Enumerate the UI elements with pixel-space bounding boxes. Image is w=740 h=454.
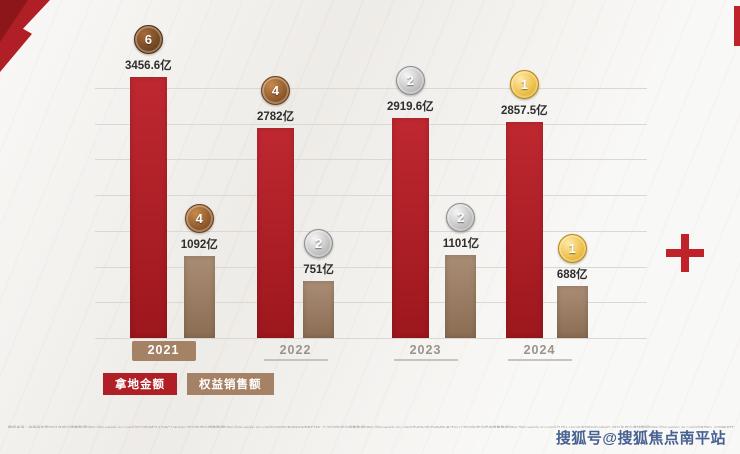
edge-bar-icon [734, 6, 740, 46]
x-axis: 2021 2022 2023 2024 [95, 341, 647, 361]
rank-medal-icon: 4 [261, 76, 291, 105]
bar-column-2021-0: 6 3456.6亿 [125, 25, 172, 338]
rank-medal-icon: 1 [509, 70, 539, 99]
value-label: 1101亿 [442, 238, 480, 250]
value-label: 751亿 [303, 264, 334, 276]
value-label: 2782亿 [257, 111, 295, 123]
bar-column-2023-1: 2 1101亿 [443, 203, 479, 338]
bar-column-2022-1: 2 751亿 [303, 229, 335, 338]
value-label: 2857.5亿 [501, 105, 548, 117]
bar-权益销售额-2023 [445, 255, 477, 338]
bar-拿地金额-2021 [129, 77, 167, 338]
gridline [95, 123, 647, 125]
bar-column-2021-1: 4 1092亿 [181, 204, 218, 338]
value-label: 688亿 [556, 269, 588, 281]
rank-medal-icon: 1 [557, 234, 587, 263]
value-label: 3456.6亿 [125, 60, 172, 72]
gridline [95, 195, 647, 197]
bar-拿地金额-2023 [391, 118, 429, 338]
rank-medal-icon: 4 [184, 204, 214, 233]
bar-group-2021: 6 3456.6亿 4 1092亿 [125, 25, 218, 338]
gridline [95, 302, 647, 304]
bar-chart-plot-area: 6 3456.6亿 4 1092亿 4 2782亿 2 751亿 2 2919.6亿 2 1101亿 1… [95, 25, 647, 339]
data-source-note-text: 数据来源：中指研究院2021年房企销售数据https://mp.weixin.q… [8, 424, 734, 428]
rank-medal-icon: 2 [395, 66, 425, 95]
bar-column-2024-1: 1 688亿 [556, 234, 588, 338]
gridline [95, 338, 647, 339]
gridline [95, 88, 647, 89]
x-axis-label-2024: 2024 [507, 341, 572, 361]
plus-mark-icon [666, 234, 704, 272]
gridline [95, 266, 647, 268]
bar-权益销售额-2024 [556, 286, 588, 338]
rank-medal-icon: 2 [446, 203, 476, 232]
data-source-note: 数据来源：中指研究院2021年房企销售数据https://mp.weixin.q… [8, 418, 734, 428]
bar-column-2024-0: 1 2857.5亿 [501, 70, 548, 338]
bar-权益销售额-2022 [303, 281, 335, 338]
legend-item-land-amount: 拿地金额 [103, 373, 177, 395]
gridline [95, 159, 647, 161]
bar-column-2022-0: 4 2782亿 [257, 76, 294, 338]
chart-legend: 拿地金额 权益销售额 [103, 373, 274, 395]
value-label: 1092亿 [180, 239, 218, 251]
bar-group-2024: 1 2857.5亿 1 688亿 [501, 70, 588, 338]
x-axis-label-2021: 2021 [131, 341, 196, 361]
bar-group-2022: 4 2782亿 2 751亿 [257, 76, 335, 338]
value-label: 2919.6亿 [387, 101, 434, 113]
legend-item-equity-sales: 权益销售额 [187, 373, 274, 395]
bar-group-2023: 2 2919.6亿 2 1101亿 [387, 66, 479, 338]
bar-拿地金额-2024 [505, 122, 543, 338]
rank-medal-icon: 6 [133, 25, 163, 54]
rank-medal-icon: 2 [304, 229, 334, 258]
x-axis-label-2023: 2023 [393, 341, 458, 361]
watermark: 搜狐号@搜狐焦点南平站 [555, 430, 726, 447]
bar-column-2023-0: 2 2919.6亿 [387, 66, 434, 338]
bar-权益销售额-2021 [183, 256, 215, 338]
bar-拿地金额-2022 [257, 128, 295, 338]
x-axis-label-2022: 2022 [263, 341, 328, 361]
gridline [95, 230, 647, 232]
